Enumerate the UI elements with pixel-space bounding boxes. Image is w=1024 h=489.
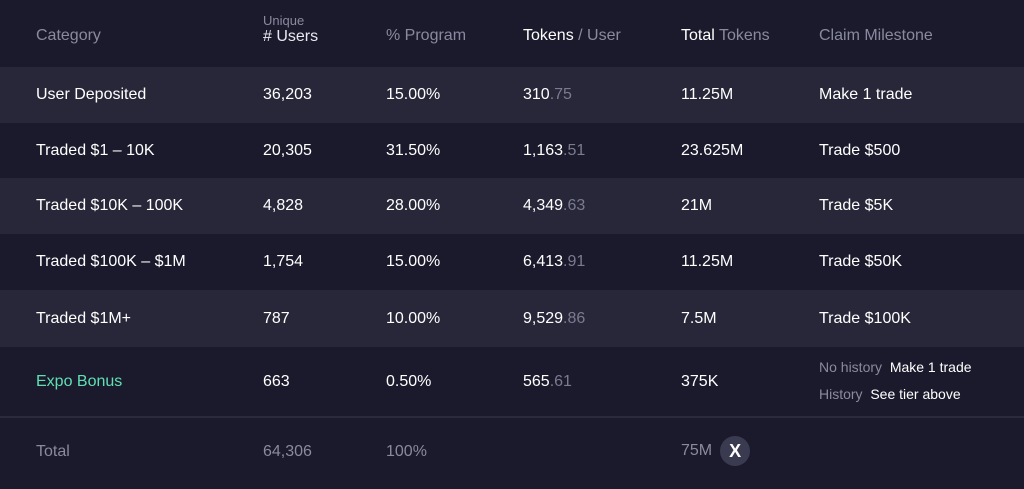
cell-program: 15.00% (386, 86, 441, 103)
tpu-int: 4,349 (523, 197, 564, 214)
cell-category: Expo Bonus (36, 373, 123, 390)
history-label: History (819, 386, 863, 402)
cell-total: 375K (681, 373, 719, 390)
tpu-int: 9,529 (523, 309, 564, 327)
header-tokens-label: Tokens (714, 27, 770, 44)
cell-total: 11.25M (681, 253, 734, 270)
cell-program: 28.00% (386, 197, 441, 214)
tpu-dec: .63 (563, 197, 586, 214)
cell-total: 7.5M (681, 309, 717, 327)
cell-program: 0.50% (386, 373, 432, 390)
header-tokens-label: Tokens (523, 27, 574, 44)
table-header: Category Unique # Users % Program Tokens … (0, 0, 1024, 67)
cell-milestone: Trade $50K (819, 253, 903, 270)
cell-milestone: Make 1 trade (819, 86, 913, 103)
cell-users: 787 (263, 309, 290, 327)
cell-tokens-per-user: 4,349.63 (523, 197, 585, 215)
x-logo-icon: X (720, 436, 751, 466)
header-user-label: / User (573, 27, 621, 44)
table-row: Traded $1 – 10K 20,305 31.50% 1,163.51 23.62… (0, 123, 1024, 178)
header-total-tokens: Total Tokens (681, 27, 770, 45)
cell-tokens-per-user: 565.61 (523, 373, 572, 391)
divider (0, 416, 1024, 418)
cell-program: 10.00% (386, 309, 441, 327)
cell-users: 20,305 (263, 141, 312, 159)
no-history-label: No history (819, 359, 883, 375)
history-value: See tier above (870, 386, 961, 402)
cell-users: 1,754 (263, 253, 304, 270)
cell-milestone: Trade $500 (819, 141, 901, 159)
cell-users: 4,828 (263, 197, 304, 214)
header-users: Unique # Users (263, 13, 318, 46)
cell-program: 15.00% (386, 253, 441, 270)
total-users: 64,306 (263, 443, 312, 460)
cell-category: Traded $1 – 10K (36, 141, 155, 159)
tpu-dec: .61 (549, 373, 572, 390)
table-row: User Deposited 36,203 15.00% 310.75 11.25M Ma… (0, 67, 1024, 123)
cell-tokens-per-user: 9,529.86 (523, 310, 585, 328)
table-row-total: Total 64,306 100% 75M X (0, 418, 1024, 489)
table-row: Traded $100K – $1M 1,754 15.00% 6,413.91 11.… (0, 234, 1024, 290)
cell-tokens-per-user: 6,413.91 (523, 253, 585, 271)
cell-users: 663 (263, 373, 290, 390)
cell-total: 21M (681, 197, 713, 214)
header-milestone: Claim Milestone (819, 27, 933, 44)
tpu-int: 310 (523, 86, 550, 103)
table-row: Traded $1M+ 787 10.00% 9,529.86 7.5M Trade $1… (0, 290, 1024, 347)
cell-category: User Deposited (36, 86, 147, 103)
cell-program: 31.50% (386, 141, 441, 159)
total-tokens-value: 75M (681, 442, 713, 460)
tpu-dec: .75 (549, 86, 572, 103)
cell-users: 36,203 (263, 86, 312, 103)
tpu-int: 565 (523, 373, 550, 390)
header-total-label: Total (681, 27, 715, 44)
total-tokens: 75M X (681, 436, 751, 466)
no-history-value: Make 1 trade (889, 359, 972, 375)
header-category: Category (36, 27, 101, 44)
cell-category: Traded $1M+ (36, 309, 132, 327)
total-program: 100% (386, 443, 427, 460)
tpu-dec: .51 (563, 141, 586, 159)
header-users-unique: Unique (263, 13, 305, 28)
tpu-dec: .86 (563, 309, 586, 327)
cell-total: 23.625M (681, 141, 744, 159)
tpu-int: 6,413 (523, 253, 564, 270)
header-tokens-per-user: Tokens / User (523, 27, 621, 45)
cell-milestone: Trade $5K (819, 197, 894, 214)
header-program: % Program (386, 27, 467, 44)
cell-milestone: Trade $100K (819, 309, 911, 327)
cell-tokens-per-user: 1,163.51 (523, 142, 585, 160)
total-label: Total (36, 443, 70, 460)
header-users-label: # Users (263, 28, 319, 45)
table-row: Traded $10K – 100K 4,828 28.00% 4,349.63 21M… (0, 178, 1024, 234)
tpu-int: 1,163 (523, 141, 564, 159)
table-row-expo: Expo Bonus 663 0.50% 565.61 375K No hist… (0, 347, 1024, 416)
tpu-dec: .91 (563, 253, 586, 270)
cell-category: Traded $10K – 100K (36, 197, 184, 214)
cell-milestone: No history Make 1 trade History See tier… (819, 354, 972, 408)
cell-category: Traded $100K – $1M (36, 253, 186, 270)
cell-tokens-per-user: 310.75 (523, 86, 572, 104)
cell-total: 11.25M (681, 86, 734, 103)
